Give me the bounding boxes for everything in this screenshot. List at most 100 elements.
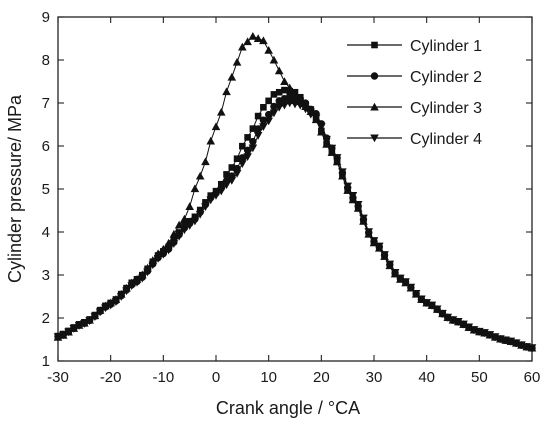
data-point-triangle-down	[317, 123, 326, 132]
x-tick-label: 50	[471, 369, 488, 386]
data-point-triangle-down	[116, 293, 126, 301]
y-tick-label: 2	[42, 310, 50, 327]
data-point-square	[281, 86, 288, 94]
data-point-triangle-down	[74, 322, 84, 330]
data-point-triangle-up	[280, 77, 289, 85]
data-point-triangle-down	[453, 317, 463, 326]
data-point-triangle-down	[227, 176, 237, 185]
x-tick-label: -30	[47, 369, 69, 386]
x-tick-label: -20	[100, 369, 122, 386]
data-point-triangle-down	[106, 301, 115, 310]
y-tick-label: 8	[42, 52, 50, 69]
data-point-triangle-down	[374, 242, 384, 251]
data-point-triangle-down	[370, 134, 379, 143]
data-point-triangle-up	[195, 171, 205, 180]
data-point-triangle-down	[485, 331, 495, 339]
data-point-triangle-down	[216, 187, 226, 196]
data-point-triangle-down	[122, 287, 131, 296]
data-point-triangle-down	[527, 344, 537, 352]
data-point-triangle-down	[53, 333, 63, 342]
data-point-triangle-down	[427, 301, 437, 310]
data-point-triangle-down	[132, 278, 142, 287]
data-point-square	[254, 112, 262, 120]
data-point-triangle-up	[216, 107, 226, 116]
data-point-triangle-up	[227, 72, 237, 81]
data-point-triangle-up	[232, 57, 242, 66]
data-point-triangle-up	[185, 202, 194, 210]
data-point-triangle-down	[195, 210, 205, 219]
x-tick-label: 60	[524, 369, 541, 386]
y-tick-label: 7	[42, 95, 50, 112]
series-layer	[53, 32, 537, 352]
data-point-circle	[238, 154, 247, 162]
data-point-triangle-down	[306, 110, 316, 119]
data-point-triangle-down	[406, 283, 416, 292]
data-point-triangle-down	[69, 325, 79, 333]
x-tick-label: 0	[212, 369, 220, 386]
data-point-triangle-down	[190, 217, 200, 226]
axes-layer: -30 -20 -10 0 10 20 30 40 50 60 1 2 3 4 5 6 7 8 9	[42, 9, 541, 386]
data-point-triangle-down	[332, 154, 342, 162]
data-point-triangle-down	[253, 131, 263, 140]
y-tick-label: 4	[42, 224, 50, 241]
data-point-triangle-down	[64, 328, 73, 337]
data-point-triangle-down	[101, 304, 110, 313]
y-tick-label: 9	[42, 9, 50, 26]
data-point-triangle-down	[311, 114, 321, 123]
x-tick-label: 20	[313, 369, 330, 386]
data-point-triangle-up	[159, 244, 168, 253]
data-point-triangle-down	[174, 232, 184, 241]
legend-label: Cylinder 4	[410, 131, 482, 148]
data-point-triangle-up	[264, 46, 273, 54]
series-4	[53, 99, 537, 352]
data-point-triangle-down	[295, 101, 305, 110]
data-point-square	[228, 164, 236, 171]
data-point-triangle-down	[359, 214, 368, 223]
data-point-triangle-down	[511, 339, 521, 348]
data-point-triangle-down	[417, 295, 426, 304]
data-point-triangle-down	[164, 246, 173, 255]
data-point-triangle-down	[180, 226, 189, 235]
data-point-triangle-down	[211, 192, 221, 200]
data-point-triangle-down	[111, 298, 121, 307]
data-point-triangle-up	[259, 36, 268, 45]
data-point-triangle-down	[343, 182, 352, 191]
data-point-circle	[243, 146, 252, 154]
data-point-triangle-down	[85, 317, 94, 326]
data-point-triangle-down	[201, 203, 210, 211]
data-point-triangle-down	[169, 240, 179, 248]
data-point-triangle-down	[464, 323, 474, 332]
data-point-square	[233, 155, 241, 163]
data-point-triangle-down	[264, 117, 273, 126]
legend-label: Cylinder 1	[410, 38, 482, 55]
data-point-triangle-down	[143, 268, 152, 277]
legend: Cylinder 1 Cylinder 2 Cylinder 3 Cylinder 4	[347, 38, 482, 148]
data-point-square	[217, 180, 225, 188]
data-point-triangle-up	[269, 55, 279, 64]
data-point-square	[239, 142, 246, 150]
y-axis-title: Cylinder pressure/ MPa	[5, 94, 25, 283]
data-point-triangle-up	[317, 127, 326, 136]
data-point-triangle-down	[238, 160, 247, 168]
data-point-triangle-down	[364, 228, 374, 236]
data-point-square	[249, 125, 257, 132]
data-point-triangle-down	[95, 308, 105, 317]
data-point-triangle-down	[90, 313, 100, 321]
series-1	[54, 86, 536, 352]
data-point-square	[275, 88, 283, 96]
data-point-square	[371, 41, 378, 49]
data-point-triangle-up	[201, 157, 210, 166]
data-point-triangle-down	[248, 144, 258, 153]
data-point-square	[223, 171, 230, 178]
data-point-triangle-down	[401, 278, 410, 286]
data-point-triangle-down	[259, 123, 268, 131]
x-tick-label: 10	[260, 369, 277, 386]
data-point-triangle-down	[438, 309, 447, 318]
data-point-triangle-down	[411, 289, 421, 298]
data-point-triangle-down	[159, 250, 168, 259]
legend-item: Cylinder 3	[347, 100, 482, 117]
data-point-triangle-down	[232, 170, 242, 178]
data-point-triangle-down	[338, 168, 347, 177]
data-point-circle	[264, 110, 273, 119]
data-point-triangle-down	[58, 331, 68, 340]
